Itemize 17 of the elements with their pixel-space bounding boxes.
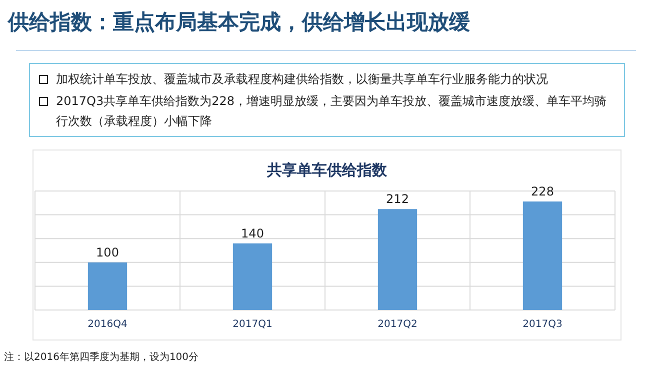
chart-subtitle: 共享单车供给指数 — [266, 161, 388, 179]
x-tick-label: 2017Q1 — [232, 319, 272, 330]
data-label: 212 — [386, 192, 409, 206]
bar — [232, 243, 272, 310]
bar — [88, 262, 128, 310]
x-tick-label: 2016Q4 — [88, 319, 128, 330]
data-label: 140 — [241, 226, 264, 240]
text: 加权统计单车投放、覆盖城市及承载程度构建供给指数，以衡量共享单车行业服务能力的状况 — [56, 71, 549, 88]
x-tick-label: 2017Q2 — [378, 319, 418, 330]
text: 2017Q3共享单车供给指数为228，增速明显放缓，主要因为单车投放、覆盖城市速度放缓、单车平均骑行次数（承载程度）小幅下降 — [56, 93, 608, 130]
data-label: 228 — [531, 184, 554, 198]
bar — [522, 201, 562, 310]
bar — [378, 209, 418, 310]
data-label: 100 — [96, 245, 119, 260]
x-tick-label: 2017Q3 — [522, 319, 562, 330]
text: 注：以2016年第四季度为基期，设为100分 — [4, 350, 199, 364]
chart-title: 供给指数：重点布局基本完成，供给增长出现放缓 — [8, 9, 470, 36]
